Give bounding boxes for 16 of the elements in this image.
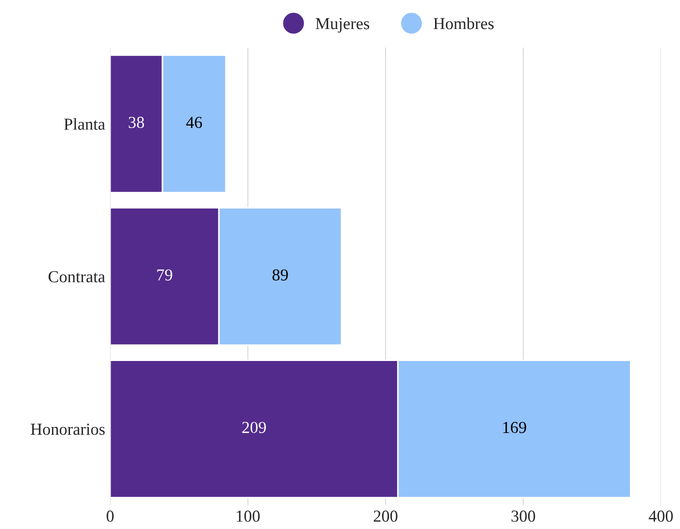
y-tick-label: Contrata [48,271,106,282]
y-tick-label: Honorarios [30,424,105,435]
x-tick-label: 100 [236,510,260,522]
data-label: 169 [503,422,526,434]
legend-label: Mujeres [316,18,370,33]
x-tick-label: 300 [512,510,536,522]
x-tick-label: 200 [374,510,398,522]
data-label: 38 [128,116,144,128]
data-label: 46 [186,116,202,128]
data-label: 89 [272,269,288,281]
data-label: 79 [157,269,172,281]
x-tick-label: 0 [106,510,114,522]
x-tick-label: 400 [648,510,673,522]
y-tick-label: Planta [64,118,106,130]
data-label: 209 [242,422,266,434]
legend-label: Hombres [434,17,494,30]
